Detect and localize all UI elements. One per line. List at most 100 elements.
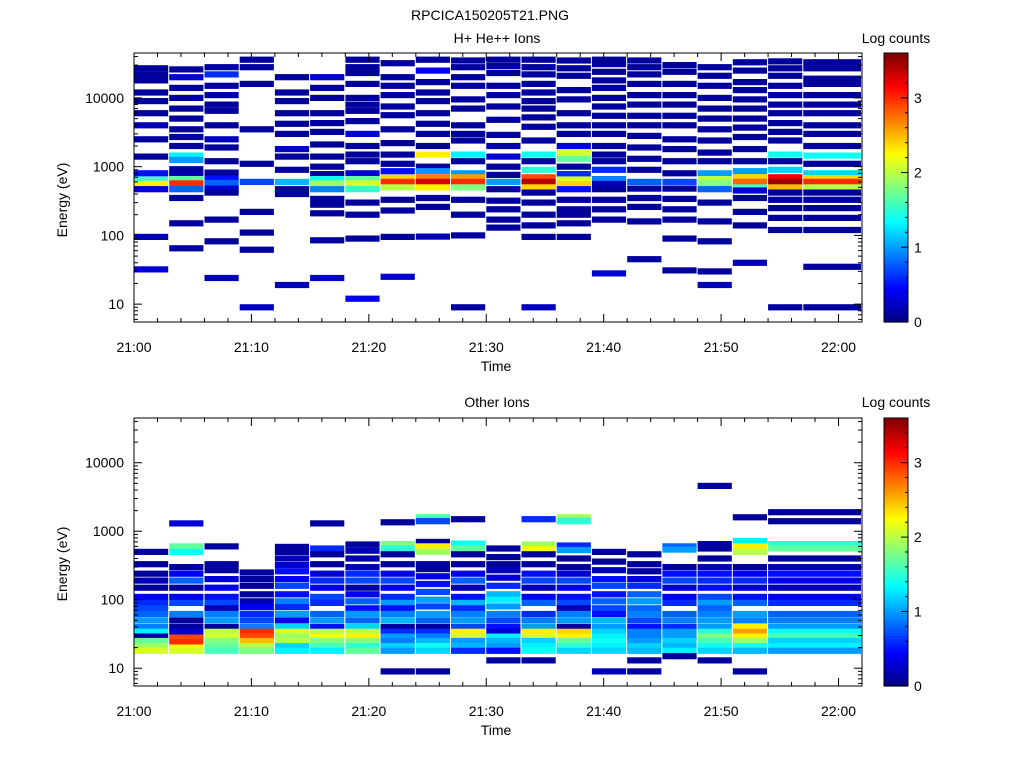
spectrogram-cell: [697, 64, 732, 71]
spectrogram-cell: [591, 206, 627, 213]
spectrogram-cell: [134, 633, 169, 640]
spectrogram-cell: [803, 110, 861, 117]
spectrogram-cell: [697, 545, 732, 552]
spectrogram-cell: [345, 176, 380, 183]
spectrogram-cell: [274, 604, 310, 611]
panel-title: Other Ions: [464, 394, 529, 410]
colorbar-swatch: [884, 115, 908, 120]
spectrogram-cell: [310, 186, 345, 193]
colorbar-swatch: [884, 590, 908, 595]
spectrogram-cell: [732, 174, 767, 181]
spectrogram-cell: [486, 216, 521, 223]
x-tick-label: 21:20: [351, 703, 386, 719]
spectrogram-cell: [662, 546, 697, 553]
spectrogram-cells: [134, 56, 861, 311]
spectrogram-cell: [204, 185, 239, 192]
x-tick-label: 21:50: [704, 703, 739, 719]
colorbar-swatch: [884, 546, 908, 550]
spectrogram-cell: [345, 577, 380, 584]
colorbar-swatch: [884, 605, 908, 610]
spectrogram-cell: [521, 628, 556, 635]
spectrogram-cell: [732, 623, 767, 631]
spectrogram-cell: [803, 175, 861, 182]
spectrogram-cell: [521, 516, 556, 523]
spectrogram-cell: [451, 643, 486, 650]
colorbar-swatch: [884, 286, 908, 290]
spectrogram-cell: [697, 238, 732, 245]
spectrogram-cell: [662, 170, 697, 177]
spectrogram-cell: [732, 514, 767, 521]
colorbar-swatch: [884, 492, 908, 497]
colorbar-swatch: [884, 127, 908, 132]
spectrogram-cell: [380, 637, 415, 645]
colorbar-swatch: [884, 563, 908, 568]
spectrogram-cell: [169, 548, 204, 555]
spectrogram-cell: [556, 130, 591, 137]
spectrogram-cell: [662, 643, 697, 650]
spectrogram-cell: [521, 593, 556, 600]
colorbar-swatch: [884, 540, 908, 544]
spectrogram-cell: [134, 610, 169, 618]
colorbar-swatch: [884, 100, 908, 105]
spectrogram-cell: [662, 80, 697, 87]
colorbar-swatch: [884, 148, 908, 153]
colorbar-swatch: [884, 169, 908, 174]
colorbar-swatch: [884, 253, 908, 257]
colorbar-swatch: [884, 223, 908, 227]
colorbar-swatch: [884, 552, 908, 556]
y-tick-label: 10000: [85, 455, 124, 471]
spectrogram-cell: [310, 195, 345, 202]
spectrogram-cell: [310, 237, 345, 244]
spectrogram-cell: [134, 599, 169, 606]
spectrogram-cell: [697, 564, 732, 571]
spectrogram-cell: [134, 186, 169, 193]
spectrogram-cell: [239, 604, 274, 611]
panel-title: H+ He++ Ions: [454, 30, 541, 46]
colorbar-swatch: [884, 130, 908, 135]
spectrogram-cell: [697, 137, 732, 144]
spectrogram-cell: [662, 610, 697, 618]
colorbar-swatch: [884, 184, 908, 189]
spectrogram-cell: [274, 623, 310, 631]
spectrogram-cell: [134, 617, 169, 624]
colorbar-swatch: [884, 283, 908, 287]
colorbar-swatch: [884, 668, 908, 672]
spectrogram-cell: [134, 643, 169, 650]
spectrogram-cell: [380, 628, 415, 635]
spectrogram-cell: [274, 582, 310, 589]
spectrogram-cell: [380, 584, 415, 591]
colorbar-swatch: [884, 444, 908, 449]
spectrogram-cell: [204, 567, 239, 574]
spectrogram-cell: [627, 668, 662, 675]
colorbar-swatch: [884, 468, 908, 473]
spectrogram-cell: [697, 72, 732, 79]
spectrogram-cell: [486, 545, 521, 552]
spectrogram-cell: [486, 92, 521, 99]
spectrogram-cell: [627, 57, 662, 64]
spectrogram-cell: [451, 561, 486, 568]
spectrogram-cell: [768, 137, 803, 144]
spectrogram-cell: [732, 537, 767, 545]
colorbar-swatch: [884, 662, 908, 666]
spectrogram-cell: [451, 130, 486, 137]
colorbar-swatch: [884, 118, 908, 123]
spectrogram-cell: [556, 155, 591, 162]
colorbar-swatch: [884, 608, 908, 613]
colorbar-swatch: [884, 447, 908, 452]
spectrogram-cell: [451, 158, 486, 165]
spectrogram-cell: [310, 633, 345, 640]
spectrogram-cell: [486, 186, 521, 193]
spectrogram-cell: [732, 87, 767, 94]
spectrogram-cell: [732, 593, 767, 600]
colorbar-swatch: [884, 441, 908, 446]
spectrogram-cell: [345, 633, 380, 640]
spectrogram-cell: [627, 122, 662, 129]
spectrogram-cell: [803, 263, 861, 270]
spectrogram-cell: [768, 174, 803, 181]
spectrogram-cell: [768, 101, 803, 108]
spectrogram-cell: [415, 647, 450, 654]
x-tick-label: 21:50: [704, 339, 739, 355]
x-tick-label: 22:00: [821, 339, 856, 355]
spectrogram-cell: [521, 211, 556, 218]
spectrogram-cell: [169, 617, 204, 624]
